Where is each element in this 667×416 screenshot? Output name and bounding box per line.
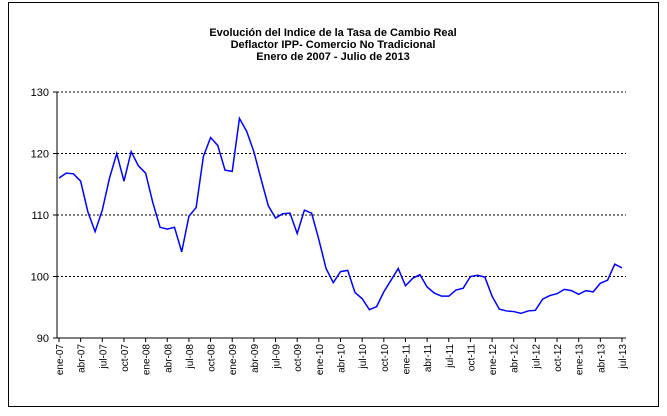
x-tick-label: abr-13 <box>596 344 607 373</box>
x-tick-label: oct-08 <box>207 344 218 372</box>
x-tick-label: jul-13 <box>618 344 629 370</box>
y-tick-label: 110 <box>31 210 49 222</box>
y-tick-label: 120 <box>31 149 49 161</box>
data-line <box>58 116 623 315</box>
x-tick-label: jul-11 <box>445 344 456 369</box>
x-tick-label: oct-10 <box>380 344 391 372</box>
x-tick-label: ene-09 <box>228 344 239 376</box>
x-tick-label: ene-12 <box>488 344 499 376</box>
x-tick-label: jul-09 <box>272 344 283 370</box>
x-tick-label: abr-07 <box>77 344 88 373</box>
x-tick-label: ene-10 <box>315 344 326 376</box>
x-tick-label: jul-12 <box>531 344 542 370</box>
x-tick-label: oct-11 <box>466 344 477 371</box>
chart-title: Deflactor IPP- Comercio No Tradicional <box>231 39 436 51</box>
y-tick-label: 100 <box>31 272 49 284</box>
y-tick-label: 90 <box>37 333 49 345</box>
chart-title: Evolución del Indice de la Tasa de Cambi… <box>209 27 456 39</box>
chart-border <box>8 2 659 407</box>
x-tick-label: oct-12 <box>553 344 564 372</box>
x-tick-label: ene-11 <box>401 344 412 375</box>
x-tick-label: ene-08 <box>142 344 153 376</box>
x-tick-label: oct-09 <box>293 344 304 372</box>
x-tick-label: ene-13 <box>575 344 586 376</box>
x-tick-label: abr-11 <box>423 344 434 373</box>
x-tick-label: abr-08 <box>163 344 174 373</box>
x-tick-label: jul-10 <box>358 344 369 370</box>
x-tick-label: oct-07 <box>120 344 131 372</box>
y-tick-label: 130 <box>31 87 49 99</box>
x-tick-label: jul-08 <box>185 344 196 370</box>
chart-title: Enero de 2007 - Julio de 2013 <box>256 51 409 63</box>
x-tick-label: abr-10 <box>337 344 348 373</box>
x-tick-label: ene-07 <box>55 344 66 376</box>
x-tick-label: abr-12 <box>510 344 521 373</box>
x-tick-label: abr-09 <box>250 344 261 373</box>
x-tick-label: jul-07 <box>98 344 109 370</box>
